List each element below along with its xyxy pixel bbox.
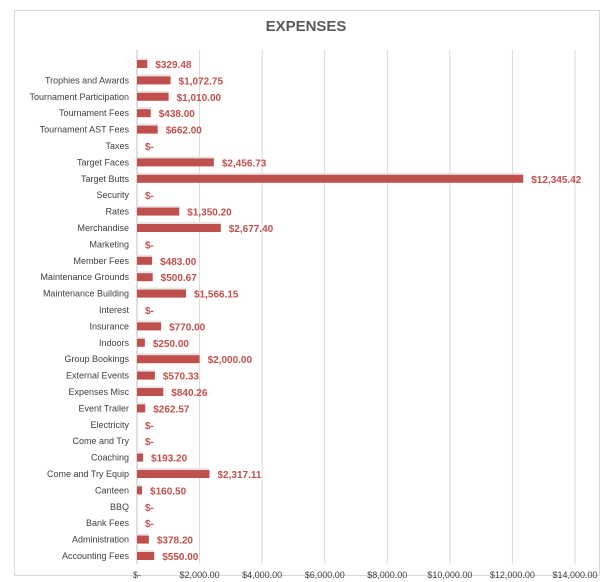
category-label: Trophies and Awards bbox=[45, 75, 130, 85]
bar bbox=[137, 404, 146, 413]
bar bbox=[137, 322, 162, 331]
category-label: Group Bookings bbox=[64, 354, 129, 364]
category-label: Target Butts bbox=[81, 174, 130, 184]
data-label: $- bbox=[145, 519, 154, 530]
data-label: $- bbox=[145, 503, 154, 514]
data-label: $378.20 bbox=[157, 536, 194, 547]
data-label: $- bbox=[145, 142, 154, 153]
bar bbox=[137, 355, 200, 364]
category-label: Insurance bbox=[89, 321, 129, 331]
category-label: Bank Fees bbox=[86, 518, 130, 528]
category-label: Tournament Fees bbox=[59, 108, 130, 118]
x-tick-label: $6,000.00 bbox=[305, 570, 345, 580]
category-label: Coaching bbox=[91, 453, 129, 463]
bar bbox=[137, 76, 171, 85]
bar bbox=[137, 273, 153, 282]
data-label: $500.67 bbox=[161, 273, 198, 284]
bar bbox=[137, 125, 158, 134]
category-label: Accounting Fees bbox=[62, 551, 130, 561]
category-label: Target Faces bbox=[77, 157, 130, 167]
chart-frame bbox=[14, 10, 600, 576]
bar bbox=[137, 486, 143, 495]
data-label: $1,350.20 bbox=[187, 208, 232, 219]
category-label: Member Fees bbox=[73, 256, 129, 266]
data-label: $- bbox=[145, 437, 154, 448]
category-label: Electricity bbox=[90, 420, 129, 430]
data-label: $2,677.40 bbox=[229, 224, 274, 235]
data-label: $550.00 bbox=[162, 552, 199, 563]
data-label: $- bbox=[145, 240, 154, 251]
bar bbox=[137, 338, 145, 347]
category-label: Marketing bbox=[89, 239, 129, 249]
data-label: $- bbox=[145, 421, 154, 432]
category-label: Security bbox=[96, 190, 129, 200]
data-label: $262.57 bbox=[153, 404, 190, 415]
category-label: Administration bbox=[72, 535, 129, 545]
bar bbox=[137, 453, 144, 462]
category-label: Tournament AST Fees bbox=[40, 125, 130, 135]
category-label: Rates bbox=[105, 207, 129, 217]
category-label: External Events bbox=[66, 371, 130, 381]
category-label: Maintenance Building bbox=[43, 289, 129, 299]
data-label: $2,456.73 bbox=[222, 158, 267, 169]
x-tick-label: $8,000.00 bbox=[367, 570, 407, 580]
data-label: $250.00 bbox=[153, 339, 190, 350]
bar bbox=[137, 371, 155, 380]
data-label: $570.33 bbox=[163, 372, 200, 383]
data-label: $840.26 bbox=[171, 388, 208, 399]
data-label: $- bbox=[145, 306, 154, 317]
category-label: Canteen bbox=[95, 485, 129, 495]
data-label: $770.00 bbox=[169, 322, 206, 333]
chart-title: EXPENSES bbox=[265, 18, 347, 35]
bar bbox=[137, 60, 148, 68]
x-tick-label: $10,000.00 bbox=[427, 570, 472, 580]
bar bbox=[137, 256, 153, 265]
category-label: Come and Try bbox=[72, 436, 129, 446]
x-tick-label: $14,000.00 bbox=[552, 570, 597, 580]
category-label: Come and Try Equip bbox=[47, 469, 129, 479]
category-label: Event Trailer bbox=[78, 403, 129, 413]
x-tick-label: $12,000.00 bbox=[490, 570, 535, 580]
data-label: $662.00 bbox=[166, 126, 203, 137]
bar bbox=[137, 470, 210, 478]
category-label: Merchandise bbox=[77, 223, 129, 233]
bar bbox=[137, 92, 169, 101]
data-label: $160.50 bbox=[150, 486, 187, 497]
category-label: Expenses Misc bbox=[68, 387, 129, 397]
data-label: $- bbox=[145, 191, 154, 202]
data-label: $483.00 bbox=[160, 257, 197, 268]
data-label: $2,317.11 bbox=[217, 470, 261, 481]
bar bbox=[137, 174, 524, 183]
bar bbox=[137, 207, 180, 216]
data-label: $1,566.15 bbox=[194, 290, 239, 301]
category-label: Interest bbox=[99, 305, 130, 315]
bar bbox=[137, 552, 155, 560]
bar bbox=[137, 535, 149, 544]
bar bbox=[137, 224, 221, 232]
data-label: $1,010.00 bbox=[177, 93, 222, 104]
data-label: $329.48 bbox=[155, 60, 192, 71]
category-label: Indoors bbox=[99, 338, 130, 348]
x-tick-label: $- bbox=[133, 570, 141, 580]
bar bbox=[137, 388, 164, 396]
data-label: $193.20 bbox=[151, 454, 188, 465]
category-label: BBQ bbox=[110, 502, 129, 512]
data-label: $2,000.00 bbox=[208, 355, 253, 366]
data-label: $438.00 bbox=[159, 109, 196, 120]
category-label: Tournament Participation bbox=[29, 92, 129, 102]
x-tick-label: $2,000.00 bbox=[180, 570, 220, 580]
data-label: $12,345.42 bbox=[531, 175, 581, 186]
bar bbox=[137, 289, 186, 298]
data-label: $1,072.75 bbox=[179, 76, 224, 87]
category-label: Maintenance Grounds bbox=[40, 272, 129, 282]
bar bbox=[137, 109, 151, 118]
category-label: Taxes bbox=[105, 141, 129, 151]
x-tick-label: $4,000.00 bbox=[242, 570, 282, 580]
bar bbox=[137, 158, 214, 167]
